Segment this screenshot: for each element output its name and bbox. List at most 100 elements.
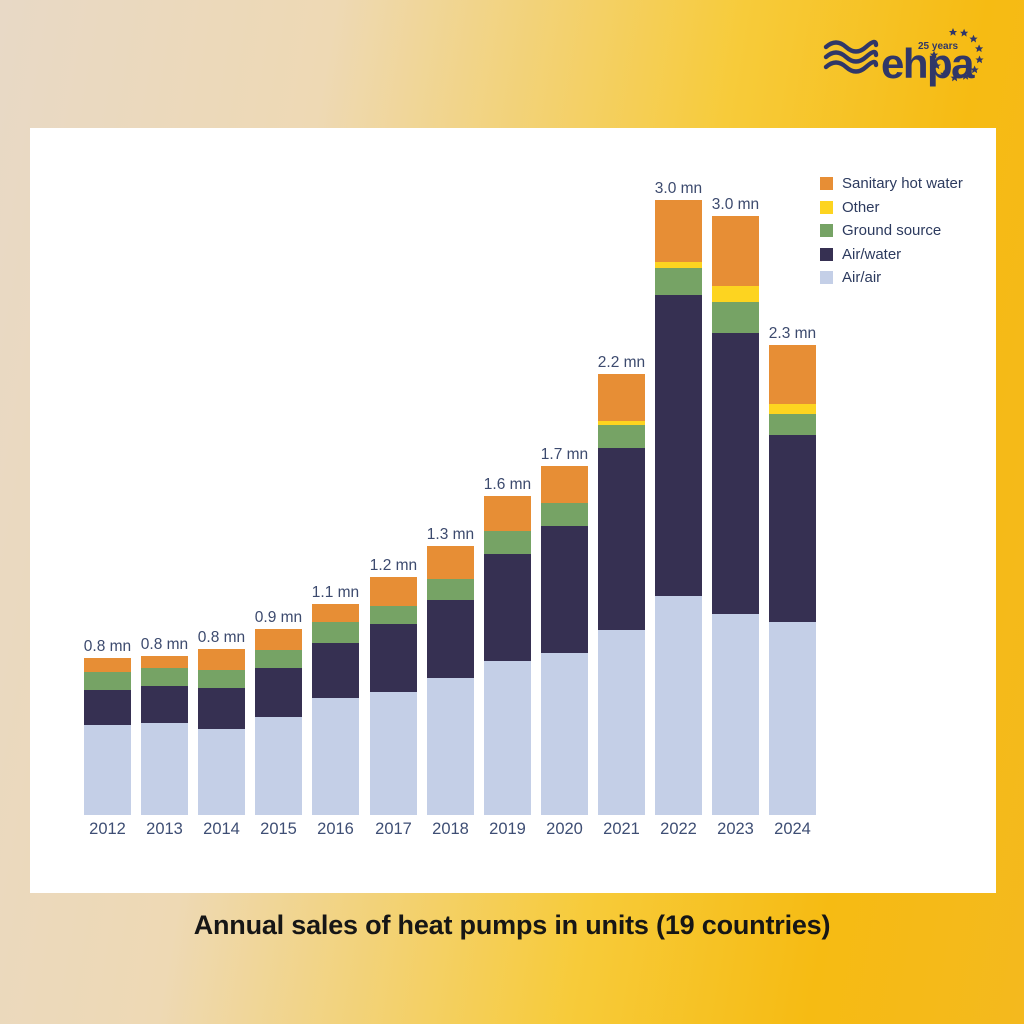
- segment-air-water: [312, 643, 359, 698]
- segment-air-water: [198, 688, 245, 729]
- bar-total-label: 0.8 mn: [140, 636, 189, 653]
- segment-sanitary-hot-water: [712, 216, 759, 286]
- logo-badge-25-years: 25 years: [918, 41, 958, 52]
- bar-total-label: 2.2 mn: [597, 354, 646, 371]
- legend-item-air-air: Air/air: [820, 266, 963, 290]
- star-icon: [975, 55, 984, 64]
- segment-air-air: [141, 723, 188, 815]
- segment-ground-source: [712, 302, 759, 333]
- segment-other: [598, 421, 645, 425]
- segment-air-air: [655, 596, 702, 815]
- segment-sanitary-hot-water: [769, 345, 816, 404]
- segment-air-air: [598, 630, 645, 815]
- segment-sanitary-hot-water: [598, 374, 645, 421]
- star-icon: [950, 73, 959, 82]
- segment-ground-source: [484, 531, 531, 554]
- chart-caption: Annual sales of heat pumps in units (19 …: [193, 910, 831, 940]
- legend-swatch-icon: [820, 177, 833, 191]
- segment-ground-source: [141, 668, 188, 686]
- star-icon: [929, 50, 939, 59]
- segment-sanitary-hot-water: [84, 658, 131, 672]
- x-axis-tick-label: 2013: [146, 820, 183, 838]
- chart-panel: 0.8 mn 2012 0.8 mn 2013 0.8 mn 2014 0.9 mn 2015…: [30, 128, 996, 893]
- segment-air-air: [427, 678, 474, 815]
- legend-label: Sanitary hot water: [842, 175, 963, 193]
- bar-total-label: 1.6 mn: [483, 476, 532, 493]
- star-icon: [969, 34, 978, 43]
- bar-2017: 1.2 mn 2017: [370, 557, 417, 838]
- bar-total-label: 3.0 mn: [654, 180, 703, 197]
- logo-brand: ehpa: [881, 40, 975, 87]
- segment-air-water: [541, 526, 588, 653]
- x-axis-tick-label: 2012: [89, 820, 126, 838]
- segment-ground-source: [427, 579, 474, 600]
- chart-legend: Sanitary hot water Other Ground source Air/…: [820, 172, 963, 290]
- star-icon: [932, 61, 941, 70]
- bar-2014: 0.8 mn 2014: [198, 629, 245, 838]
- segment-sanitary-hot-water: [655, 200, 702, 262]
- x-axis-tick-label: 2016: [317, 820, 354, 838]
- segment-ground-source: [312, 622, 359, 643]
- segment-air-water: [84, 690, 131, 725]
- x-axis-tick-label: 2024: [774, 820, 811, 838]
- star-icon: [970, 65, 979, 74]
- star-icon: [948, 28, 958, 36]
- segment-ground-source: [370, 606, 417, 624]
- legend-label: Air/air: [842, 269, 882, 287]
- bar-2019: 1.6 mn 2019: [484, 476, 531, 838]
- star-icon: [961, 72, 970, 80]
- segment-ground-source: [198, 670, 245, 688]
- bar-total-label: 0.9 mn: [254, 609, 303, 626]
- segment-air-water: [370, 624, 417, 692]
- star-icon: [960, 28, 969, 37]
- legend-label: Other: [842, 198, 880, 216]
- star-icon: [940, 69, 949, 78]
- segment-other: [769, 404, 816, 414]
- bar-total-label: 1.3 mn: [426, 526, 475, 543]
- legend-label: Ground source: [842, 222, 942, 240]
- legend-label: Air/water: [842, 245, 902, 263]
- segment-air-air: [769, 622, 816, 815]
- bar-total-label: 1.7 mn: [540, 446, 589, 463]
- bar-total-label: 0.8 mn: [83, 638, 132, 655]
- legend-item-ground-source: Ground source: [820, 219, 963, 243]
- segment-air-air: [84, 725, 131, 815]
- bar-chart: 0.8 mn 2012 0.8 mn 2013 0.8 mn 2014 0.9 mn 2015…: [30, 128, 996, 893]
- segment-ground-source: [769, 414, 816, 435]
- segment-air-water: [427, 600, 474, 678]
- x-axis-tick-label: 2021: [603, 820, 640, 838]
- bar-total-label: 3.0 mn: [711, 196, 760, 213]
- x-axis-tick-label: 2014: [203, 820, 240, 838]
- segment-ground-source: [255, 650, 302, 668]
- waves-icon: [823, 39, 879, 74]
- bar-total-label: 2.3 mn: [768, 325, 817, 342]
- eu-stars-icon: [929, 28, 984, 82]
- bar-2016: 1.1 mn 2016: [312, 584, 359, 838]
- segment-air-water: [255, 668, 302, 717]
- x-axis-tick-label: 2022: [660, 820, 697, 838]
- segment-sanitary-hot-water: [484, 496, 531, 531]
- bar-2022: 3.0 mn 2022: [655, 180, 702, 838]
- legend-item-other: Other: [820, 196, 963, 220]
- segment-air-air: [541, 653, 588, 815]
- bar-2015: 0.9 mn 2015: [255, 609, 302, 838]
- bar-2018: 1.3 mn 2018: [427, 526, 474, 838]
- segment-ground-source: [541, 503, 588, 526]
- bar-2012: 0.8 mn 2012: [84, 638, 131, 838]
- segment-other: [712, 286, 759, 302]
- bar-total-label: 1.2 mn: [369, 557, 418, 574]
- ehpa-logo: ehpa 25 years: [818, 28, 990, 92]
- segment-sanitary-hot-water: [541, 466, 588, 503]
- x-axis-tick-label: 2019: [489, 820, 526, 838]
- segment-air-air: [198, 729, 245, 815]
- legend-item-sanitary-hot-water: Sanitary hot water: [820, 172, 963, 196]
- bar-2024: 2.3 mn 2024: [769, 325, 816, 838]
- bar-2021: 2.2 mn 2021: [598, 354, 645, 838]
- segment-air-air: [255, 717, 302, 815]
- segment-air-air: [484, 661, 531, 815]
- segment-sanitary-hot-water: [198, 649, 245, 670]
- segment-sanitary-hot-water: [141, 656, 188, 668]
- segment-sanitary-hot-water: [255, 629, 302, 650]
- segment-air-air: [312, 698, 359, 815]
- legend-swatch-icon: [820, 271, 833, 285]
